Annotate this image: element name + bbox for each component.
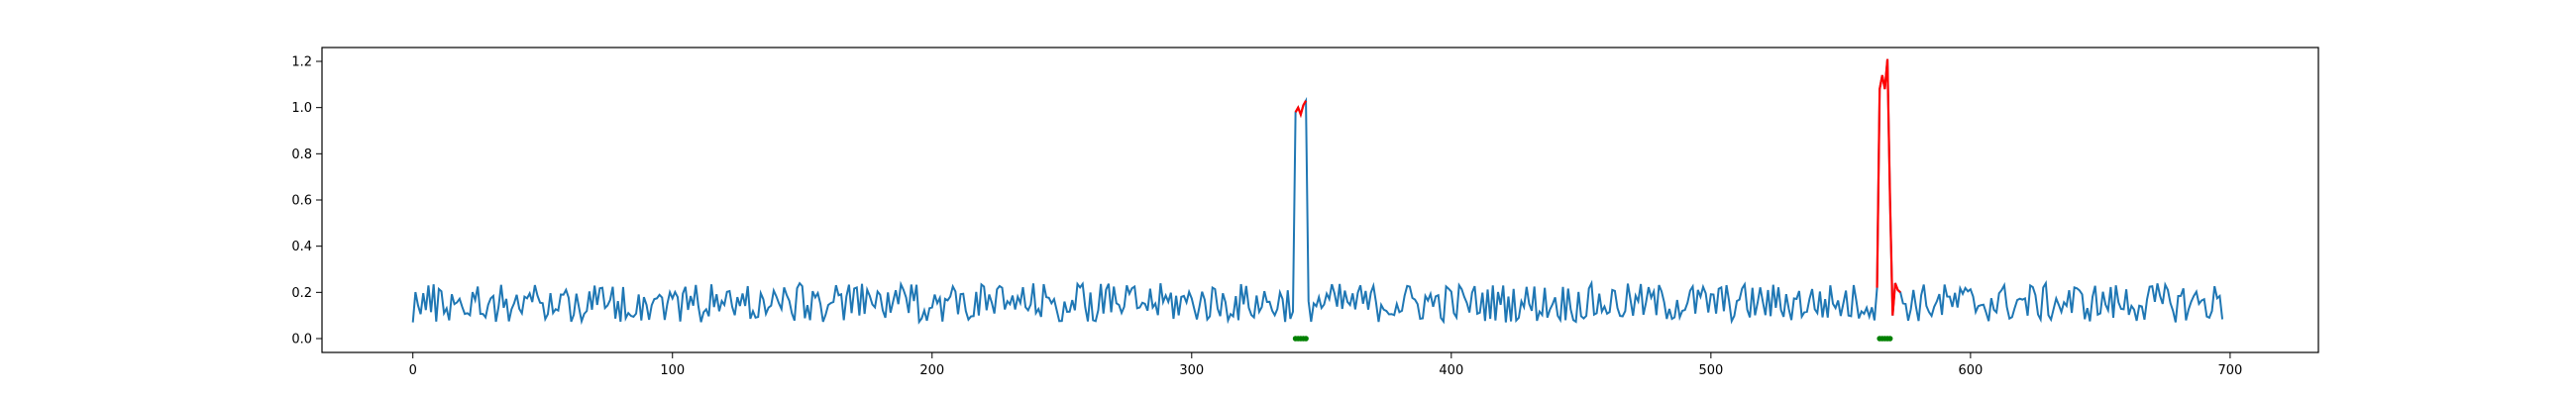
y-tick-label: 0.8: [291, 148, 312, 162]
anomaly-marker-point: [1886, 336, 1893, 342]
y-tick-label: 0.0: [291, 333, 312, 347]
series-layer: [411, 58, 2224, 342]
x-tick-label: 200: [919, 363, 944, 378]
y-tick-label: 0.4: [291, 240, 312, 254]
y-tick-label: 0.6: [291, 194, 312, 209]
y-axis: 0.0 0.2 0.4 0.6 0.8 1.0 1.2: [291, 55, 322, 347]
y-tick-label: 1.2: [291, 55, 312, 70]
y-tick-label: 1.0: [291, 101, 312, 116]
anomaly-marker-point: [1303, 336, 1309, 342]
series-signal-line: [411, 58, 2224, 326]
x-tick-label: 700: [2217, 363, 2242, 378]
x-tick-label: 400: [1439, 363, 1463, 378]
x-tick-label: 600: [1958, 363, 1983, 378]
x-tick-label: 300: [1179, 363, 1204, 378]
series-anomaly-line: [1876, 58, 1901, 316]
x-tick-label: 500: [1698, 363, 1723, 378]
y-tick-label: 0.2: [291, 286, 312, 301]
x-tick-label: 0: [409, 363, 417, 378]
series-anomaly-line: [1294, 100, 1308, 119]
x-axis: 0 100 200 300 400 500 600 700: [409, 352, 2242, 378]
x-tick-label: 100: [660, 363, 685, 378]
